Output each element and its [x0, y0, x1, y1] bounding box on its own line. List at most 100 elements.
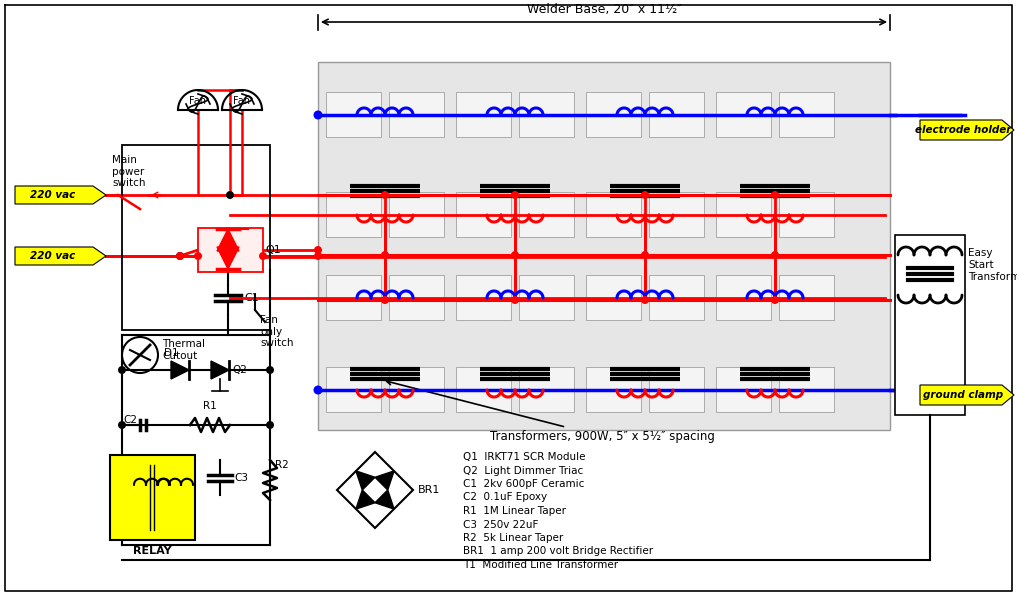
Bar: [326, 92, 381, 137]
Text: Q1: Q1: [265, 245, 281, 255]
Text: Fan: Fan: [189, 96, 206, 106]
Circle shape: [771, 191, 779, 199]
Text: T1  Modified Line Transformer: T1 Modified Line Transformer: [463, 560, 618, 570]
Bar: [519, 192, 574, 237]
Text: C3  250v 22uF: C3 250v 22uF: [463, 520, 538, 529]
Circle shape: [771, 251, 779, 259]
Bar: [122, 145, 270, 330]
Text: Fan: Fan: [234, 96, 250, 106]
Bar: [388, 92, 444, 137]
Circle shape: [259, 252, 267, 260]
Bar: [779, 367, 834, 412]
Polygon shape: [920, 120, 1014, 140]
Circle shape: [511, 251, 519, 259]
Bar: [326, 192, 381, 237]
Text: RELAY: RELAY: [132, 546, 171, 556]
Text: C1  2kv 600pF Ceramic: C1 2kv 600pF Ceramic: [463, 479, 585, 489]
Text: R1  1M Linear Taper: R1 1M Linear Taper: [463, 506, 566, 516]
Circle shape: [176, 252, 184, 260]
Circle shape: [381, 191, 388, 199]
Text: C2  0.1uF Epoxy: C2 0.1uF Epoxy: [463, 492, 547, 502]
Text: Welder Base, 20″ x 11½″: Welder Base, 20″ x 11½″: [527, 3, 681, 16]
Circle shape: [641, 296, 649, 304]
Circle shape: [226, 191, 234, 199]
Bar: [456, 275, 511, 320]
Text: electrode holder: electrode holder: [915, 125, 1011, 135]
Text: BR1: BR1: [418, 485, 440, 495]
Circle shape: [381, 251, 388, 259]
Text: Fan
only
switch: Fan only switch: [260, 315, 294, 348]
Text: Q2: Q2: [232, 365, 247, 375]
Bar: [716, 192, 771, 237]
Polygon shape: [217, 247, 239, 269]
Bar: [110, 455, 195, 540]
Polygon shape: [217, 229, 239, 251]
Circle shape: [266, 366, 274, 374]
Polygon shape: [356, 471, 375, 490]
Polygon shape: [171, 361, 189, 379]
Circle shape: [511, 296, 519, 304]
Bar: [779, 275, 834, 320]
Polygon shape: [375, 471, 395, 490]
Text: Q1  IRKT71 SCR Module: Q1 IRKT71 SCR Module: [463, 452, 586, 462]
Text: R2: R2: [275, 460, 289, 470]
Bar: [519, 92, 574, 137]
Polygon shape: [920, 385, 1014, 405]
Bar: [388, 192, 444, 237]
Circle shape: [641, 251, 649, 259]
Bar: [456, 92, 511, 137]
Bar: [388, 275, 444, 320]
Bar: [586, 92, 641, 137]
Text: T1: T1: [922, 364, 938, 377]
Text: Thermal
Cutout: Thermal Cutout: [162, 339, 205, 361]
Bar: [586, 192, 641, 237]
Bar: [519, 275, 574, 320]
Circle shape: [118, 366, 126, 374]
Text: 220 vac: 220 vac: [31, 190, 75, 200]
Circle shape: [511, 191, 519, 199]
Text: C3: C3: [234, 473, 248, 483]
Bar: [456, 367, 511, 412]
Bar: [586, 275, 641, 320]
Polygon shape: [356, 490, 375, 509]
Bar: [318, 62, 890, 430]
Bar: [779, 92, 834, 137]
Bar: [716, 275, 771, 320]
Bar: [895, 235, 965, 415]
Circle shape: [381, 296, 388, 304]
Text: Transformers, 900W, 5″ x 5½″ spacing: Transformers, 900W, 5″ x 5½″ spacing: [386, 380, 715, 443]
Bar: [388, 367, 444, 412]
Polygon shape: [15, 186, 106, 204]
Circle shape: [641, 191, 649, 199]
Text: Q2  Light Dimmer Triac: Q2 Light Dimmer Triac: [463, 465, 584, 476]
Bar: [326, 275, 381, 320]
Bar: [519, 367, 574, 412]
Bar: [716, 92, 771, 137]
Text: R1: R1: [203, 401, 217, 411]
Circle shape: [313, 386, 322, 395]
Text: Main
power
switch: Main power switch: [112, 155, 145, 188]
Text: ground clamp: ground clamp: [923, 390, 1003, 400]
Circle shape: [771, 296, 779, 304]
Text: R2  5k Linear Taper: R2 5k Linear Taper: [463, 533, 563, 543]
Bar: [649, 192, 704, 237]
Text: 220 vac: 220 vac: [31, 251, 75, 261]
Circle shape: [314, 252, 322, 260]
Text: D1: D1: [164, 348, 178, 358]
Polygon shape: [211, 361, 229, 379]
Circle shape: [266, 421, 274, 429]
Bar: [649, 367, 704, 412]
Polygon shape: [375, 490, 395, 509]
Text: BR1  1 amp 200 volt Bridge Rectifier: BR1 1 amp 200 volt Bridge Rectifier: [463, 547, 653, 557]
Text: Easy
Start
Transformer: Easy Start Transformer: [968, 249, 1017, 281]
Circle shape: [176, 252, 184, 260]
Circle shape: [313, 110, 322, 120]
Polygon shape: [15, 247, 106, 265]
Bar: [456, 192, 511, 237]
Text: C2: C2: [123, 415, 137, 425]
Circle shape: [118, 421, 126, 429]
Circle shape: [194, 252, 202, 260]
Bar: [198, 228, 263, 272]
Bar: [779, 192, 834, 237]
Bar: [326, 367, 381, 412]
